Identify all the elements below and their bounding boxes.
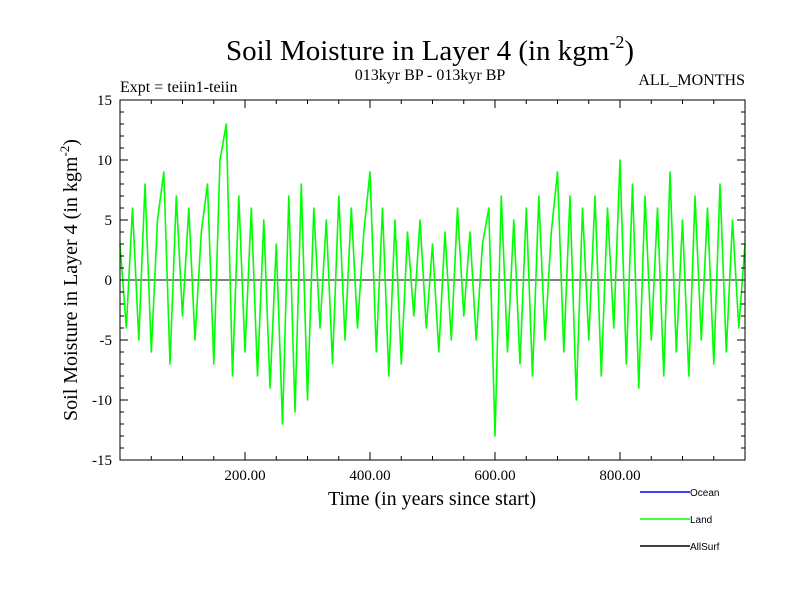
y-tick-label: 5 [105, 213, 113, 229]
subtitle-right: ALL_MONTHS [638, 72, 745, 89]
y-tick-label: 0 [105, 273, 113, 289]
legend: Ocean Land AllSurf [640, 488, 720, 553]
subtitle-center: 013kyr BP - 013kyr BP [355, 67, 506, 84]
x-tick-label: 600.00 [474, 468, 515, 484]
y-tick-label: 15 [97, 93, 112, 109]
chart-title-superscript: -2 [609, 32, 624, 52]
y-axis-label: Soil Moisture in Layer 4 (in kgm-2) [57, 139, 82, 421]
subtitle-left: Expt = teiin1-teiin [120, 79, 237, 96]
x-axis-label: Time (in years since start) [328, 488, 536, 510]
y-tick-label: -5 [100, 333, 113, 349]
x-tick-label: 400.00 [349, 468, 390, 484]
x-tick-label: 800.00 [599, 468, 640, 484]
series-line-land [119, 123, 746, 437]
x-tick-label: 200.00 [224, 468, 265, 484]
legend-label-ocean: Ocean [690, 488, 719, 499]
legend-label-land: Land [690, 515, 712, 526]
chart-title: Soil Moisture in Layer 4 (in kgm-2) [226, 32, 634, 67]
plot-area [119, 123, 746, 437]
y-tick-label: -15 [92, 453, 112, 469]
legend-label-allsurf: AllSurf [690, 542, 720, 553]
x-axis: 200.00 400.00 600.00 800.00 [150, 100, 715, 484]
y-tick-label: -10 [92, 393, 112, 409]
y-tick-label: 10 [97, 153, 112, 169]
y-axis-label-superscript: -2 [57, 146, 72, 157]
y-axis: -15 -10 -5 0 5 10 15 [92, 93, 745, 469]
